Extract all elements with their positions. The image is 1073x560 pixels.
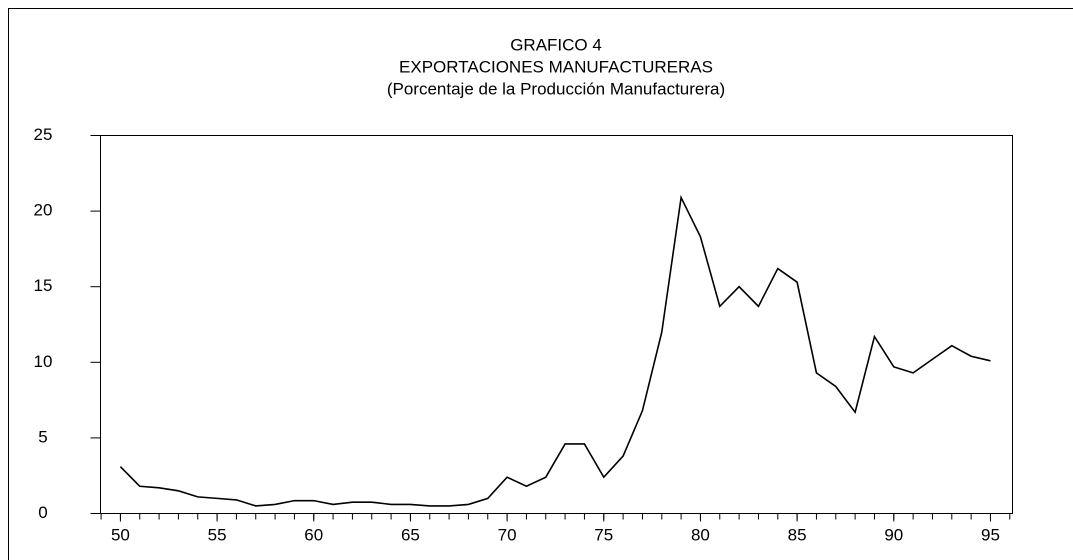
x-tick-label: 85	[788, 525, 807, 544]
x-tick-label: 70	[498, 525, 517, 544]
chart-title: (Porcentaje de la Producción Manufacture…	[387, 79, 725, 98]
x-tick-label: 55	[208, 525, 227, 544]
x-tick-label: 90	[884, 525, 903, 544]
chart-title: EXPORTACIONES MANUFACTURERAS	[399, 57, 713, 76]
x-tick-label: 65	[401, 525, 420, 544]
frame	[8, 8, 1073, 560]
y-tick-label: 25	[34, 125, 53, 144]
y-tick-label: 15	[34, 276, 53, 295]
x-tick-label: 80	[691, 525, 710, 544]
x-tick-label: 75	[594, 525, 613, 544]
data-line	[119, 194, 991, 507]
x-tick-label: 60	[304, 525, 323, 544]
y-tick-label: 0	[38, 503, 47, 522]
y-tick-label: 20	[34, 201, 53, 220]
x-tick-label: 95	[981, 525, 1000, 544]
chart-title: GRAFICO 4	[510, 35, 602, 54]
plot-area	[100, 135, 1013, 514]
y-tick-label: 10	[34, 352, 53, 371]
x-tick-label: 50	[111, 525, 130, 544]
y-tick-label: 5	[38, 427, 47, 446]
